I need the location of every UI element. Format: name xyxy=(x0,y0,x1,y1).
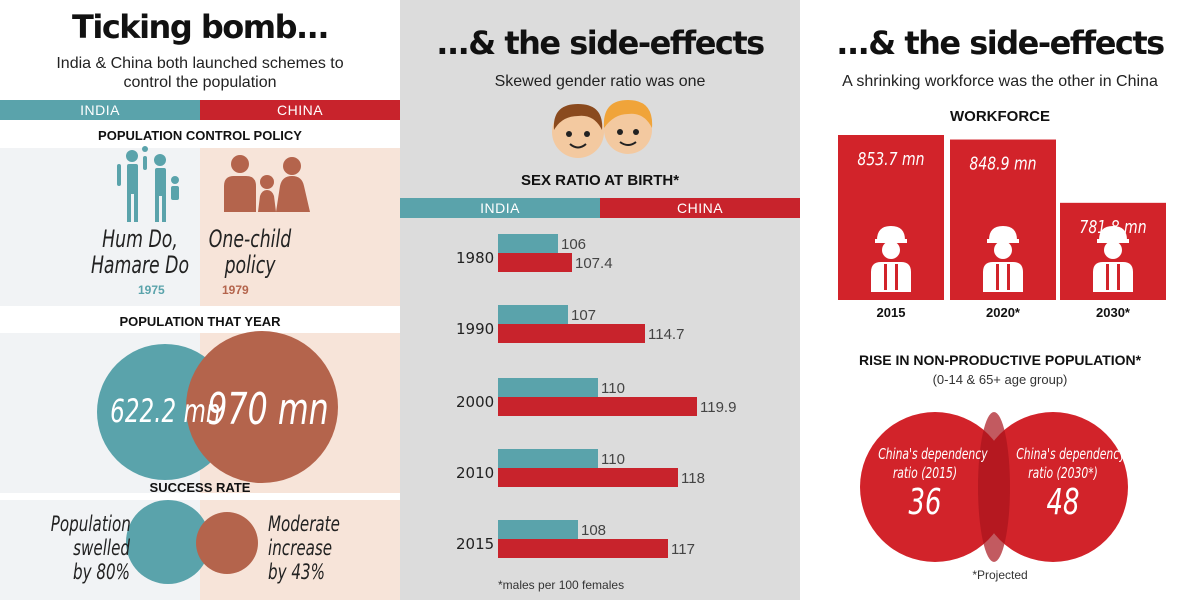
china-value-label: 117 xyxy=(671,541,695,558)
china-value-label: 118 xyxy=(681,470,705,487)
dependency-2030-line1: China's dependency xyxy=(1016,445,1126,463)
india-bar-1990 xyxy=(498,305,568,324)
india-policy-line2: Hamare Do xyxy=(90,251,190,279)
india-population-value: 622.2 mn xyxy=(110,392,221,430)
india-value-label: 108 xyxy=(581,522,606,539)
right-title: ...& the side-effects xyxy=(836,24,1165,62)
middle-subtitle: Skewed gender ratio was one xyxy=(494,73,706,90)
china-policy-bg xyxy=(200,148,400,306)
workforce-value-label: 853.7 mn xyxy=(857,148,924,169)
india-bar-2010 xyxy=(498,449,598,468)
india-success-line3: by 80% xyxy=(73,560,130,584)
india-band: INDIA xyxy=(0,100,200,120)
dependency-2030-line2: ratio (2030*) xyxy=(1028,464,1098,482)
dependency-2015-line2: ratio (2015) xyxy=(892,464,958,482)
india-value-label: 106 xyxy=(561,236,586,253)
china-value-label: 107.4 xyxy=(575,255,613,272)
year-tick-label: 1980 xyxy=(456,249,494,267)
boy-face-icon xyxy=(552,104,604,158)
sex-ratio-footnote: *males per 100 females xyxy=(498,578,625,592)
population-heading: POPULATION THAT YEAR xyxy=(119,314,281,329)
china-value-label: 114.7 xyxy=(648,326,684,343)
china-bar-2000 xyxy=(498,397,697,416)
china-success-line1: Moderate xyxy=(268,512,340,536)
china-policy-year: 1979 xyxy=(222,283,249,297)
dependency-2030-value: 48 xyxy=(1046,482,1080,523)
left-panel: Ticking bomb... India & China both launc… xyxy=(0,0,400,600)
year-tick-label: 2000 xyxy=(456,393,494,411)
year-tick-label: 1990 xyxy=(456,320,494,338)
china-success-line2: increase xyxy=(268,536,333,560)
china-band: CHINA xyxy=(200,100,400,120)
india-policy-year: 1975 xyxy=(138,283,165,297)
china-value-label: 119.9 xyxy=(700,399,736,416)
year-tick-label: 2010 xyxy=(456,464,494,482)
success-heading: SUCCESS RATE xyxy=(149,480,251,495)
sex-ratio-chart: 1980 106 107.4 1990 107 114.7 2000 110 119.9 2010… xyxy=(400,218,800,578)
right-panel: ...& the side-effects A shrinking workfo… xyxy=(800,0,1200,600)
dependency-2015-value: 36 xyxy=(908,482,942,523)
china-success-circle xyxy=(196,512,258,574)
china-population-value: 970 mn xyxy=(207,384,329,435)
china-policy-line2: policy xyxy=(224,251,276,279)
rise-subheading: (0-14 & 65+ age group) xyxy=(932,372,1068,387)
workforce-value-label: 848.9 mn xyxy=(969,153,1036,174)
left-title: Ticking bomb... xyxy=(72,8,329,46)
dependency-2015-line1: China's dependency xyxy=(878,445,988,463)
china-bar-2010 xyxy=(498,468,678,487)
workforce-year-label: 2015 xyxy=(877,305,906,320)
family-one-child-icon xyxy=(224,155,310,212)
children-faces-icon xyxy=(552,100,653,158)
middle-title: ...& the side-effects xyxy=(436,24,765,62)
china-policy-line1: One-child xyxy=(208,225,292,253)
workforce-chart: 853.7 mn 2015 848.9 mn 2020* 781.8 mn 2030* xyxy=(800,130,1200,330)
china-population-circle xyxy=(186,331,338,483)
workforce-heading: WORKFORCE xyxy=(950,108,1050,125)
family-two-kids-icon xyxy=(117,146,179,222)
china-bar-1980 xyxy=(498,253,572,272)
india-policy-bg xyxy=(0,148,200,306)
india-value-label: 110 xyxy=(601,451,625,468)
india-bar-2015 xyxy=(498,520,578,539)
china-bar-1990 xyxy=(498,324,645,343)
worker-helmet-icon xyxy=(983,226,1023,292)
workforce-year-label: 2020* xyxy=(986,305,1021,320)
india-bar-2000 xyxy=(498,378,598,397)
india-value-label: 110 xyxy=(601,380,625,397)
worker-helmet-icon xyxy=(1093,226,1133,292)
india-policy-line1: Hum Do, xyxy=(102,225,178,253)
india-success-line1: Population xyxy=(50,512,131,536)
right-subtitle: A shrinking workforce was the other in C… xyxy=(842,73,1158,90)
left-subtitle-line1: India & China both launched schemes to xyxy=(56,55,344,72)
rise-heading: RISE IN NON-PRODUCTIVE POPULATION* xyxy=(858,352,1142,368)
china-bar-2015 xyxy=(498,539,668,558)
girl-face-icon xyxy=(603,100,653,154)
year-tick-label: 2015 xyxy=(456,535,494,553)
india-success-line2: swelled xyxy=(73,536,130,560)
policy-heading: POPULATION CONTROL POLICY xyxy=(98,128,302,143)
dependency-overlap xyxy=(978,412,1010,562)
middle-china-band: CHINA xyxy=(600,198,800,218)
china-success-line3: by 43% xyxy=(268,560,325,584)
india-bar-1980 xyxy=(498,234,558,253)
middle-panel: ...& the side-effects Skewed gender rati… xyxy=(400,0,800,600)
india-value-label: 107 xyxy=(571,307,596,324)
workforce-year-label: 2030* xyxy=(1096,305,1131,320)
left-subtitle-line2: control the population xyxy=(123,74,277,91)
sex-ratio-heading: SEX RATIO AT BIRTH* xyxy=(520,172,680,189)
worker-helmet-icon xyxy=(871,226,911,292)
projected-footnote: *Projected xyxy=(972,568,1028,582)
middle-india-band: INDIA xyxy=(400,198,600,218)
